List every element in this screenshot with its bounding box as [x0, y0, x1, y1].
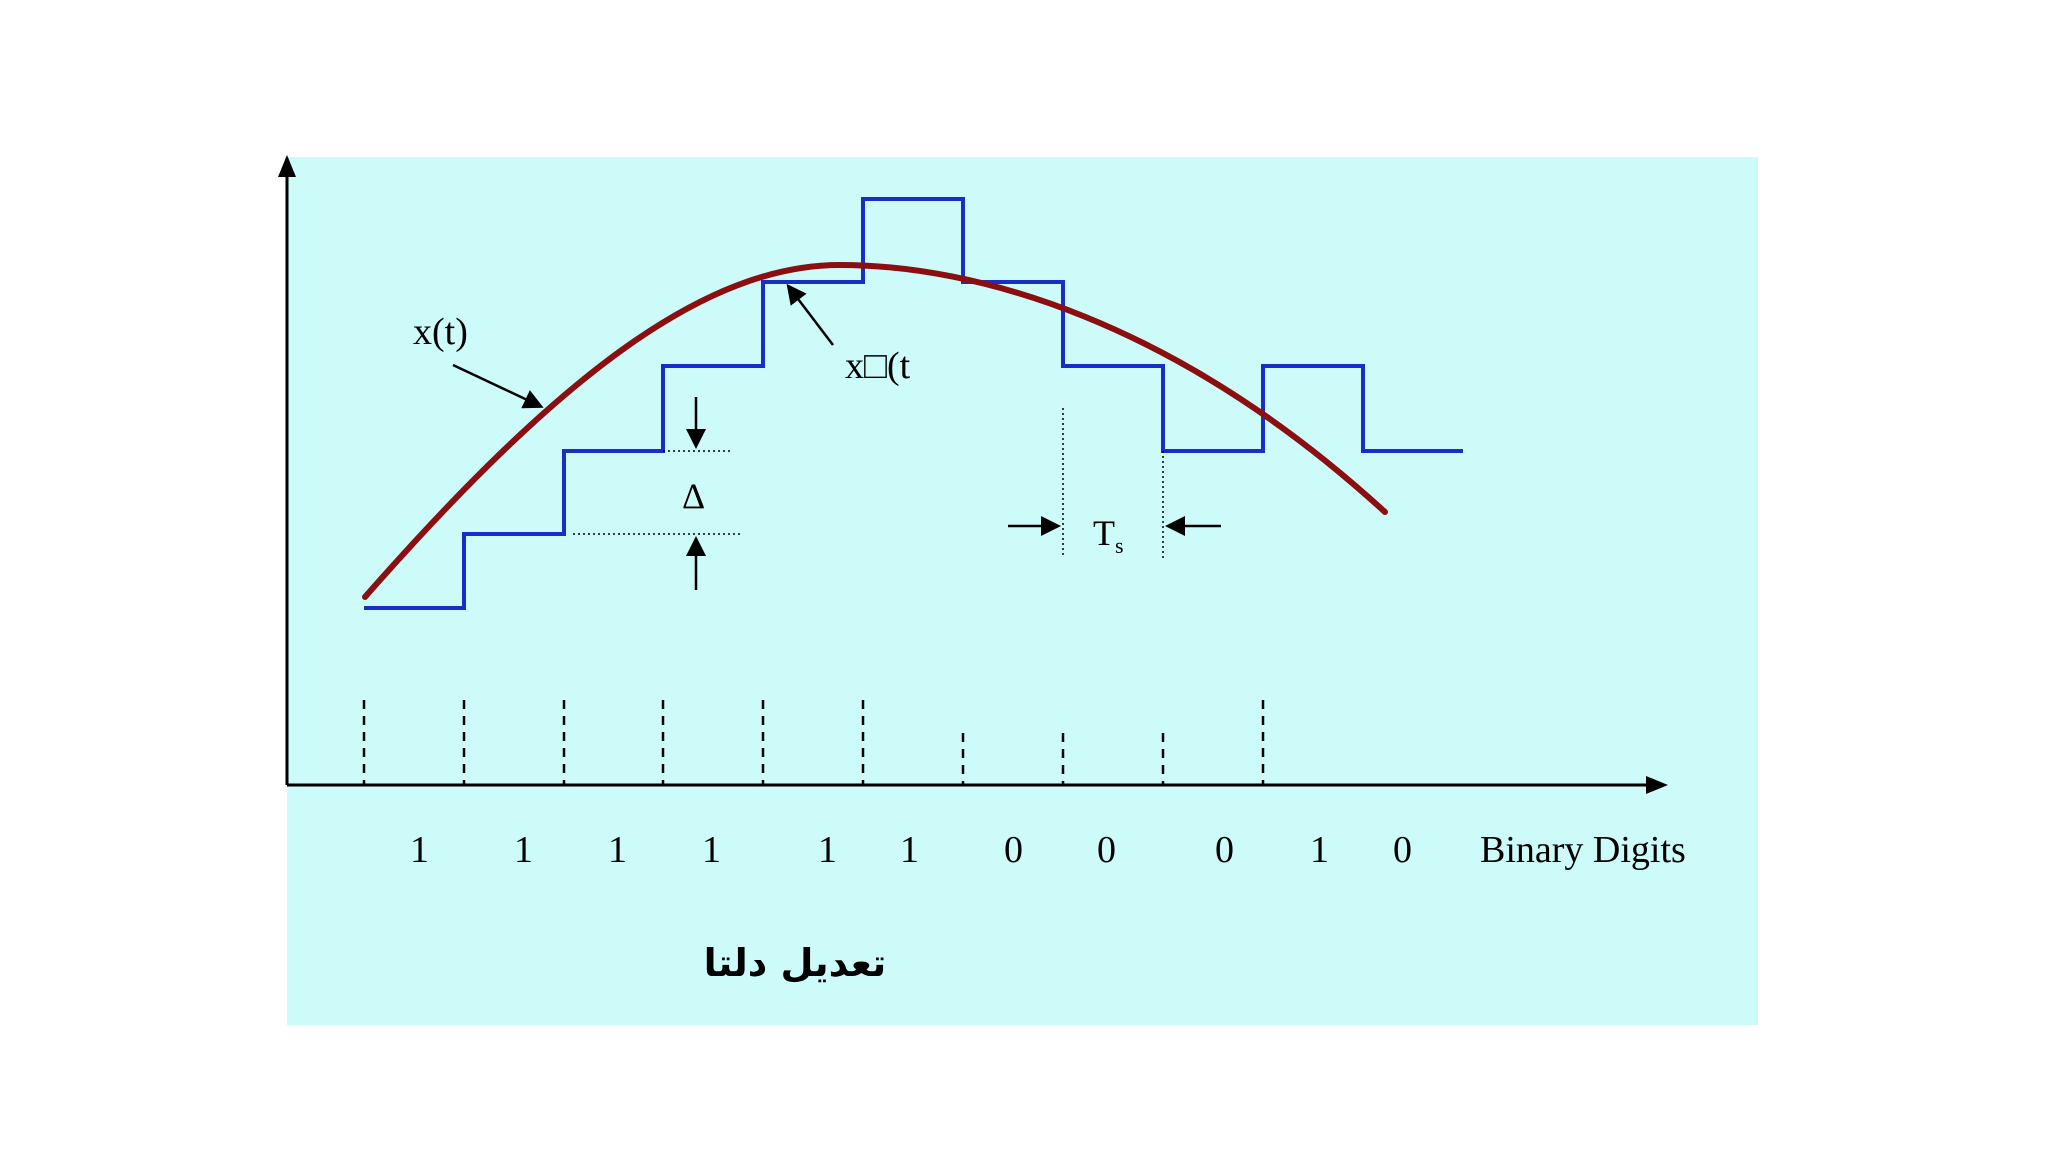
- ts-label-main: T: [1093, 513, 1115, 553]
- staircase-approximation: [364, 197, 1463, 610]
- binary-digit: 1: [818, 829, 837, 871]
- binary-digit: 0: [1097, 829, 1116, 871]
- y-axis-arrowhead: [278, 155, 296, 177]
- diagram-caption: تعديل دلتا: [704, 941, 887, 985]
- binary-digit: 1: [514, 829, 533, 871]
- binary-digit: 1: [900, 829, 919, 871]
- approximation-label: x□(t: [845, 345, 911, 387]
- analog-signal-curve: [362, 261, 1388, 600]
- ts-label: Ts: [1093, 513, 1124, 558]
- step-size-annotation: Δ: [573, 397, 740, 590]
- sampling-period-annotation: Ts: [1008, 408, 1221, 558]
- binary-digit: 1: [608, 829, 627, 871]
- delta-label: Δ: [682, 476, 705, 516]
- binary-digit: 1: [410, 829, 429, 871]
- binary-digit: 0: [1004, 829, 1023, 871]
- signal-label: x(t): [413, 311, 468, 353]
- sampling-markers: [362, 700, 1265, 785]
- binary-digits-row: 1 1 1 1 1 1 0 0 0 1 0: [410, 829, 1412, 871]
- approximation-pointer-arrow: [786, 283, 834, 346]
- binary-digit: 0: [1215, 829, 1234, 871]
- binary-digit: 1: [702, 829, 721, 871]
- diagram-panel: [287, 157, 1758, 1025]
- x-axis-arrowhead: [1646, 776, 1668, 794]
- binary-digit: 0: [1393, 829, 1412, 871]
- binary-digits-title: Binary Digits: [1480, 829, 1686, 871]
- signal-pointer-arrow: [452, 363, 544, 409]
- binary-digit: 1: [1310, 829, 1329, 871]
- ts-label-subscript: s: [1115, 533, 1124, 558]
